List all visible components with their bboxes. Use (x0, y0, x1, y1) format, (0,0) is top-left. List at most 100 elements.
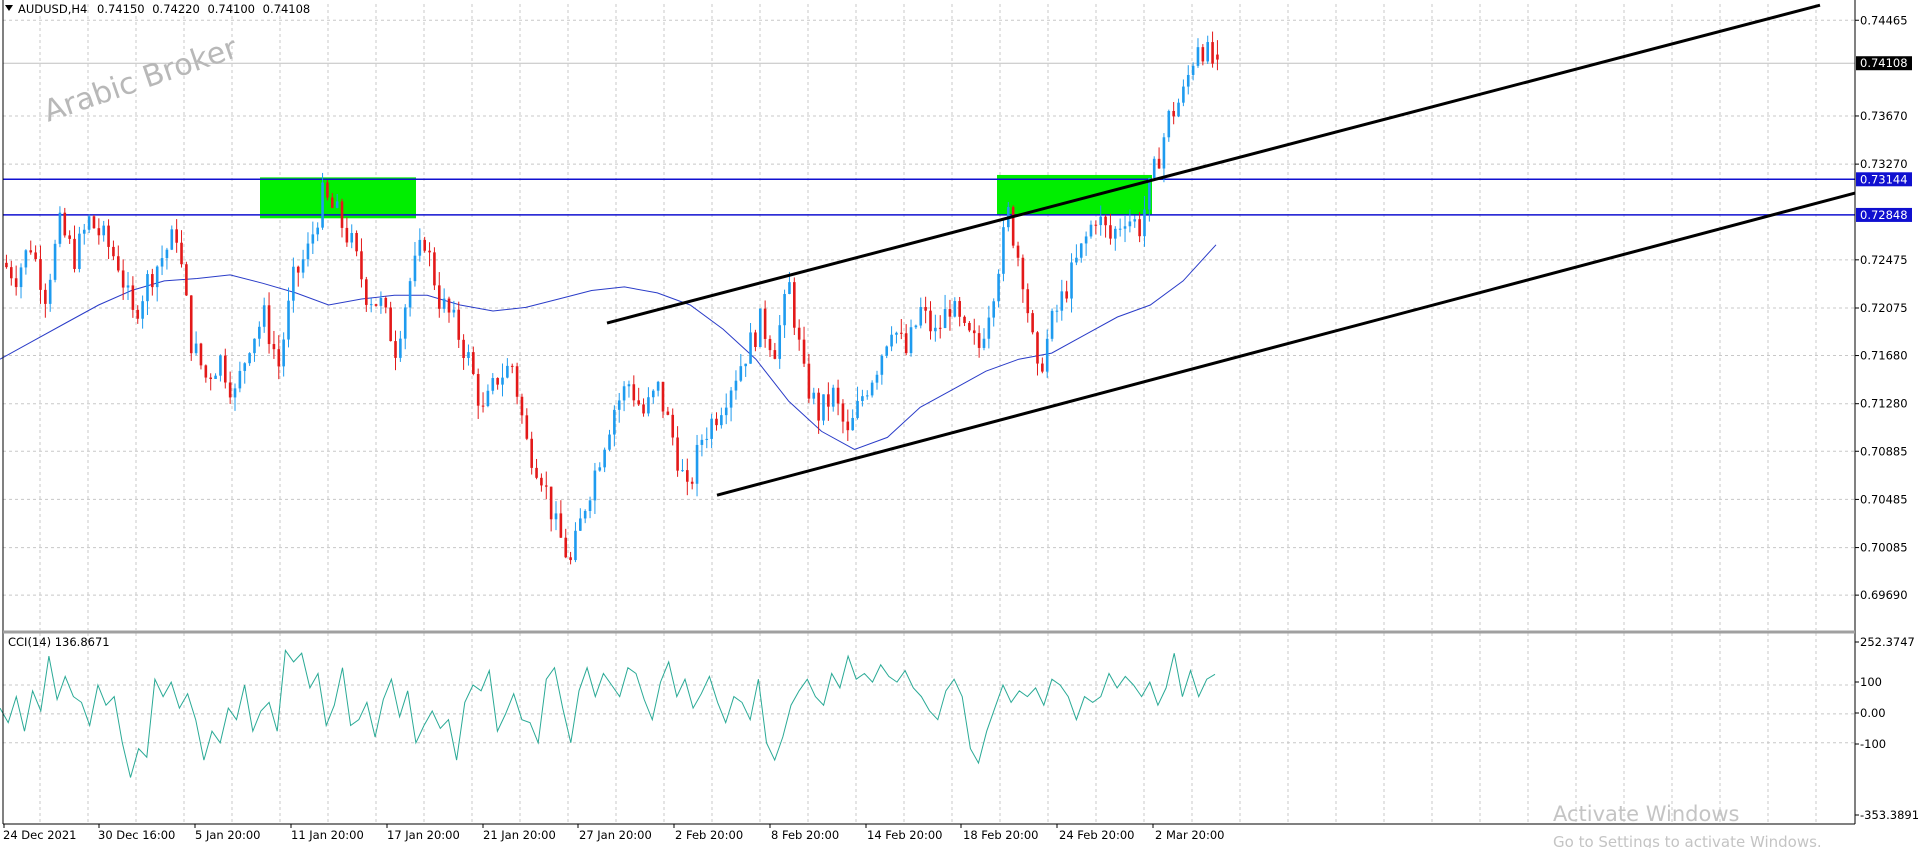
cci-line (0, 649, 1216, 778)
candle-body (248, 353, 251, 364)
candle-body (861, 396, 864, 402)
time-axis[interactable]: 24 Dec 2021 30 Dec 16:00 5 Jan 20:00 11 Jan… (3, 824, 1224, 842)
candle-body (97, 228, 101, 236)
cci-tick-label: 252.3747 (1860, 635, 1915, 649)
candle-body (491, 378, 495, 391)
time-tick-label: 27 Jan 20:00 (579, 828, 652, 842)
candle-body (1099, 216, 1103, 226)
candle-body (19, 267, 23, 288)
candle-body (185, 264, 188, 296)
candle-body (1094, 224, 1098, 226)
candle-body (1148, 178, 1151, 210)
zone-box (997, 174, 1152, 215)
candle-body (306, 243, 310, 260)
candle-body (763, 308, 767, 339)
candle-body (705, 438, 709, 440)
candle-body (209, 377, 212, 379)
candle-body (1113, 228, 1117, 239)
candle-body (394, 341, 397, 358)
candle-body (155, 266, 159, 288)
candle-body (515, 366, 519, 397)
candle-body (360, 251, 363, 280)
candle-body (530, 438, 533, 468)
candle-body (972, 330, 976, 334)
candle-body (292, 266, 295, 301)
candle-body (695, 444, 699, 484)
candle-body (126, 285, 130, 288)
candle-body (1206, 42, 1210, 62)
candle-body (637, 400, 640, 405)
time-tick-label: 5 Jan 20:00 (195, 828, 261, 842)
candle-body (423, 239, 426, 251)
candle-body (1002, 227, 1005, 274)
candle-body (865, 395, 869, 397)
candle-body (661, 381, 665, 412)
candle-body (1055, 310, 1059, 312)
candle-body (544, 485, 548, 487)
candle-body (228, 382, 232, 398)
candle-body (428, 250, 431, 253)
candle-body (1216, 54, 1219, 60)
price-tick-label: 0.73670 (1860, 109, 1908, 123)
candle-body (895, 332, 898, 335)
candle-body (617, 400, 621, 410)
candle-body (321, 182, 324, 228)
candle-body (462, 339, 465, 358)
candle-body (739, 366, 743, 381)
candle-body (510, 365, 514, 367)
candle-body (690, 481, 694, 484)
candle-body (943, 309, 947, 329)
candle-body (472, 352, 475, 375)
candle-body (301, 259, 305, 273)
candle-body (165, 249, 169, 259)
candle-body (569, 557, 572, 561)
candle-body (778, 325, 782, 359)
candle-body (924, 307, 927, 311)
candle-body (982, 338, 986, 348)
time-tick-label: 11 Jan 20:00 (291, 828, 364, 842)
cci-tick-label: -100 (1860, 737, 1886, 751)
trend-channel[interactable] (606, 3, 1856, 497)
candle-body (540, 477, 543, 486)
candle-body (189, 295, 193, 354)
candle-body (802, 339, 806, 364)
candle-body (987, 317, 991, 339)
candle-body (116, 256, 120, 271)
candle-body (1177, 102, 1180, 117)
candle-body (1143, 209, 1146, 237)
candle-body (457, 309, 461, 340)
candle-body (1182, 86, 1185, 103)
candle-body (365, 279, 368, 305)
candle-body (53, 243, 57, 280)
horizontal-levels[interactable] (3, 178, 1855, 216)
candle-body (121, 270, 125, 288)
candle-body (146, 274, 149, 302)
candle-body (151, 274, 154, 288)
time-tick-label: 2 Mar 20:00 (1155, 828, 1224, 842)
candle-body (1152, 158, 1156, 179)
candle-body (48, 279, 52, 304)
candle-body (1079, 243, 1083, 258)
candle-body (345, 227, 349, 243)
candle-body (219, 355, 222, 376)
candle-body (68, 235, 71, 239)
candle-body (579, 518, 582, 531)
candle-body (520, 396, 524, 416)
candle-body (938, 327, 942, 329)
time-tick-label: 21 Jan 20:00 (483, 828, 556, 842)
candle-body (340, 201, 344, 228)
candle-body (734, 380, 738, 391)
candle-body (1084, 236, 1088, 244)
candle-body (1162, 137, 1166, 169)
candle-body (749, 332, 752, 364)
time-tick-label: 18 Feb 20:00 (963, 828, 1038, 842)
candle-body (817, 392, 820, 421)
price-axis[interactable]: 0.74465 0.73670 0.73270 0.72475 0.72075 0.716… (1855, 13, 1912, 602)
ma-line (0, 244, 1217, 451)
price-tick-label: 0.72475 (1860, 253, 1908, 267)
chart-frame (2, 0, 1856, 825)
candle-body (783, 294, 786, 326)
candle-body (180, 242, 183, 265)
candle-body (963, 316, 966, 323)
